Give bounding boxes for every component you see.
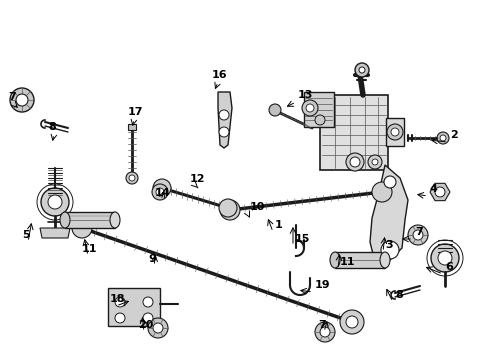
Polygon shape xyxy=(40,228,70,238)
Circle shape xyxy=(156,188,164,196)
Text: 5: 5 xyxy=(22,230,29,240)
Text: 20: 20 xyxy=(138,320,153,330)
Text: 1: 1 xyxy=(275,220,283,230)
Ellipse shape xyxy=(380,252,390,268)
Circle shape xyxy=(129,175,135,181)
Bar xyxy=(320,95,388,170)
Circle shape xyxy=(302,100,318,116)
Text: 13: 13 xyxy=(298,90,314,100)
Text: 7: 7 xyxy=(8,92,16,102)
Text: 14: 14 xyxy=(155,188,171,198)
Circle shape xyxy=(408,225,428,245)
Circle shape xyxy=(391,128,399,136)
Ellipse shape xyxy=(110,212,120,228)
Circle shape xyxy=(143,297,153,307)
Text: 15: 15 xyxy=(295,234,310,244)
Circle shape xyxy=(126,172,138,184)
Polygon shape xyxy=(218,92,232,148)
Circle shape xyxy=(413,230,423,240)
Text: 10: 10 xyxy=(250,202,266,212)
Circle shape xyxy=(143,313,153,323)
Circle shape xyxy=(148,318,168,338)
Circle shape xyxy=(355,63,369,77)
Circle shape xyxy=(437,132,449,144)
Circle shape xyxy=(435,187,445,197)
Circle shape xyxy=(115,297,125,307)
Circle shape xyxy=(359,67,365,73)
Text: 17: 17 xyxy=(128,107,144,117)
Circle shape xyxy=(153,179,171,197)
Text: 16: 16 xyxy=(212,70,228,80)
Text: 19: 19 xyxy=(315,280,331,290)
Circle shape xyxy=(269,104,281,116)
Circle shape xyxy=(315,322,335,342)
Circle shape xyxy=(306,104,314,112)
Circle shape xyxy=(219,127,229,137)
Text: 11: 11 xyxy=(340,257,356,267)
Text: 6: 6 xyxy=(445,262,453,272)
Circle shape xyxy=(340,310,364,334)
Circle shape xyxy=(41,188,69,216)
Circle shape xyxy=(315,115,325,125)
Circle shape xyxy=(152,184,168,200)
Text: 7: 7 xyxy=(318,320,326,330)
Circle shape xyxy=(16,94,28,106)
Text: 12: 12 xyxy=(190,174,205,184)
Circle shape xyxy=(346,316,358,328)
Bar xyxy=(108,288,160,326)
Circle shape xyxy=(220,200,240,220)
Circle shape xyxy=(346,153,364,171)
Circle shape xyxy=(381,241,399,259)
Circle shape xyxy=(10,88,34,112)
Bar xyxy=(304,92,334,127)
Circle shape xyxy=(115,313,125,323)
Circle shape xyxy=(219,110,229,120)
Circle shape xyxy=(350,157,360,167)
Circle shape xyxy=(372,159,378,165)
Circle shape xyxy=(440,135,446,141)
Circle shape xyxy=(372,182,392,202)
Circle shape xyxy=(320,327,330,337)
Text: 7: 7 xyxy=(415,227,423,237)
Circle shape xyxy=(431,244,459,272)
Circle shape xyxy=(48,195,62,209)
Ellipse shape xyxy=(330,252,340,268)
Text: 3: 3 xyxy=(385,240,392,250)
Text: 2: 2 xyxy=(450,130,458,140)
Text: 18: 18 xyxy=(110,294,125,304)
Circle shape xyxy=(153,323,163,333)
Polygon shape xyxy=(370,165,408,265)
Text: 11: 11 xyxy=(82,244,98,254)
Circle shape xyxy=(219,199,237,217)
Text: 8: 8 xyxy=(395,290,403,300)
Circle shape xyxy=(72,218,92,238)
Bar xyxy=(128,124,136,130)
Circle shape xyxy=(438,251,452,265)
Polygon shape xyxy=(65,212,115,228)
Circle shape xyxy=(384,176,396,188)
Circle shape xyxy=(387,124,403,140)
Text: 8: 8 xyxy=(48,122,56,132)
Ellipse shape xyxy=(60,212,70,228)
Text: 9: 9 xyxy=(148,254,156,264)
Text: 4: 4 xyxy=(430,184,438,194)
Bar xyxy=(386,118,404,146)
Polygon shape xyxy=(335,252,385,268)
Circle shape xyxy=(368,155,382,169)
